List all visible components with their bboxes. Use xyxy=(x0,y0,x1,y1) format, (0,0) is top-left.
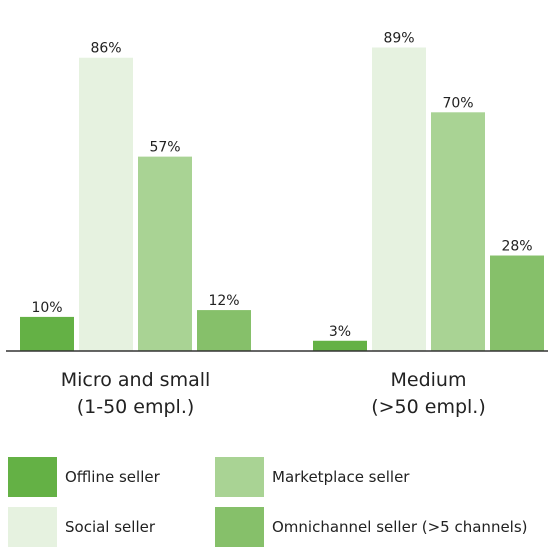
bar-medium-offline-seller xyxy=(313,340,367,351)
legend-item-social-seller: Social seller xyxy=(8,507,155,547)
legend-label-offline-seller: Offline seller xyxy=(65,468,160,486)
data-label-medium-offline-seller: 3% xyxy=(329,324,351,340)
legend-swatch-offline-seller xyxy=(8,457,57,497)
data-label-medium-social-seller: 89% xyxy=(383,31,414,47)
bar-medium-marketplace-seller xyxy=(431,112,485,351)
category-label-micro-and-small-line-1: Micro and small xyxy=(61,369,211,391)
data-label-micro-and-small-marketplace-seller: 57% xyxy=(149,140,180,156)
bar-micro-and-small-social-seller xyxy=(79,57,133,352)
category-label-micro-and-small-line-2: (1-50 empl.) xyxy=(77,396,195,418)
data-label-micro-and-small-omnichannel-seller: 12% xyxy=(208,293,239,309)
legend-item-omnichannel-seller: Omnichannel seller (>5 channels) xyxy=(215,507,528,547)
data-label-micro-and-small-offline-seller: 10% xyxy=(31,300,62,316)
bar-medium-omnichannel-seller xyxy=(490,255,544,351)
legend-item-offline-seller: Offline seller xyxy=(8,457,160,497)
data-label-medium-marketplace-seller: 70% xyxy=(442,95,473,111)
chart-legend: Offline seller Marketplace seller Social… xyxy=(0,440,553,547)
category-label-medium-line-2: (>50 empl.) xyxy=(371,396,486,418)
bar-medium-social-seller xyxy=(372,47,426,351)
legend-label-social-seller: Social seller xyxy=(65,518,156,536)
legend-swatch-marketplace-seller xyxy=(215,457,264,497)
category-label-medium-line-1: Medium xyxy=(391,369,467,391)
data-label-micro-and-small-social-seller: 86% xyxy=(90,41,121,57)
legend-label-marketplace-seller: Marketplace seller xyxy=(272,468,410,486)
bar-micro-and-small-marketplace-seller xyxy=(138,156,192,351)
legend-swatch-omnichannel-seller xyxy=(215,507,264,547)
bar-micro-and-small-offline-seller xyxy=(20,316,74,351)
bar-micro-and-small-omnichannel-seller xyxy=(197,310,251,351)
legend-item-marketplace-seller: Marketplace seller xyxy=(215,457,409,497)
legend-label-omnichannel-seller: Omnichannel seller (>5 channels) xyxy=(272,518,528,536)
bar-chart: 10% 86% 57% 12% Micro and small (1-50 empl.) 3… xyxy=(6,31,548,418)
data-label-medium-omnichannel-seller: 28% xyxy=(501,239,532,255)
legend-swatch-social-seller xyxy=(8,507,57,547)
